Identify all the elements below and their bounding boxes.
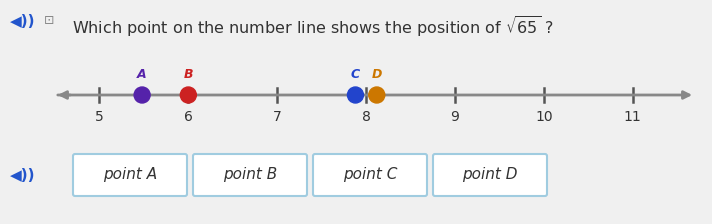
Text: ⊡: ⊡: [44, 14, 55, 27]
Circle shape: [369, 87, 384, 103]
Circle shape: [347, 87, 363, 103]
Text: point D: point D: [462, 168, 518, 183]
FancyBboxPatch shape: [433, 154, 547, 196]
Text: 5: 5: [95, 110, 104, 124]
Text: ◀)): ◀)): [10, 168, 36, 183]
Text: A: A: [137, 68, 147, 81]
Text: Which point on the number line shows the position of $\sqrt{65}$ ?: Which point on the number line shows the…: [72, 14, 553, 39]
Text: 8: 8: [362, 110, 370, 124]
Text: point B: point B: [223, 168, 277, 183]
Text: B: B: [184, 68, 193, 81]
Text: 10: 10: [535, 110, 553, 124]
FancyBboxPatch shape: [313, 154, 427, 196]
Text: 9: 9: [451, 110, 459, 124]
Text: 11: 11: [624, 110, 642, 124]
Text: C: C: [351, 68, 360, 81]
FancyBboxPatch shape: [193, 154, 307, 196]
Text: 6: 6: [184, 110, 193, 124]
Circle shape: [180, 87, 197, 103]
Text: D: D: [372, 68, 382, 81]
Circle shape: [134, 87, 150, 103]
Text: ◀)): ◀)): [10, 14, 36, 29]
FancyBboxPatch shape: [73, 154, 187, 196]
Text: point A: point A: [103, 168, 157, 183]
Text: point C: point C: [342, 168, 397, 183]
Text: 7: 7: [273, 110, 282, 124]
